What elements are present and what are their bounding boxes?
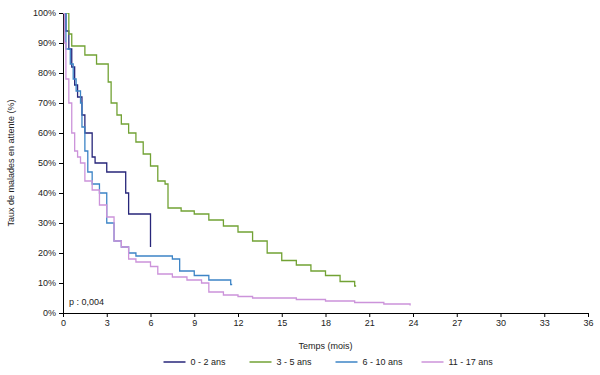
legend-key <box>250 361 272 363</box>
x-tick-label: 33 <box>540 318 550 328</box>
x-tick: 18 <box>321 313 331 328</box>
series-group <box>63 13 410 306</box>
y-tick: 0% <box>43 308 63 318</box>
km-curve <box>63 13 232 285</box>
x-tick-label: 18 <box>321 318 331 328</box>
x-tick-label: 3 <box>105 318 110 328</box>
legend-label: 6 - 10 ans <box>363 357 404 367</box>
x-tick-label: 12 <box>233 318 243 328</box>
y-tick: 30% <box>38 218 63 228</box>
x-tick: 9 <box>192 313 197 328</box>
x-tick-mark <box>501 313 502 317</box>
x-tick-mark <box>457 313 458 317</box>
x-tick: 6 <box>148 313 153 328</box>
y-tick: 20% <box>38 248 63 258</box>
y-tick: 80% <box>38 68 63 78</box>
x-tick-mark <box>238 313 239 317</box>
y-axis-line <box>59 14 64 314</box>
y-tick: 50% <box>38 158 63 168</box>
legend-label: 11 - 17 ans <box>449 357 494 367</box>
y-tick: 100% <box>33 8 63 18</box>
x-tick-mark <box>326 313 327 317</box>
y-tick-label: 40% <box>38 188 56 198</box>
x-tick: 30 <box>496 313 506 328</box>
y-tick-label: 0% <box>43 308 56 318</box>
x-tick-label: 36 <box>583 318 593 328</box>
x-tick-mark <box>107 313 108 317</box>
x-tick-mark <box>544 313 545 317</box>
x-tick-label: 0 <box>61 318 66 328</box>
x-tick-mark <box>282 313 283 317</box>
x-tick-label: 9 <box>192 318 197 328</box>
legend-label: 3 - 5 ans <box>277 357 313 367</box>
y-tick-label: 70% <box>38 98 56 108</box>
km-curve <box>63 13 356 286</box>
y-tick-label: 100% <box>33 8 56 18</box>
x-tick-mark <box>151 313 152 317</box>
x-axis: 0369121518212427303336 <box>61 313 594 328</box>
x-tick-label: 21 <box>365 318 375 328</box>
x-tick-label: 27 <box>452 318 462 328</box>
x-tick-mark <box>369 313 370 317</box>
x-axis-title: Temps (mois) <box>298 341 352 351</box>
y-tick-label: 60% <box>38 128 56 138</box>
y-tick-mark <box>59 223 63 224</box>
y-tick: 40% <box>38 188 63 198</box>
x-tick-label: 24 <box>408 318 418 328</box>
x-tick: 36 <box>583 313 593 328</box>
y-axis-title: Taux de malades en attente (%) <box>6 99 16 226</box>
y-tick-mark <box>59 163 63 164</box>
y-tick-mark <box>59 313 63 314</box>
y-tick-mark <box>59 133 63 134</box>
legend: 0 - 2 ans 3 - 5 ans 6 - 10 ans 11 - 17 ans <box>164 357 494 367</box>
x-tick: 3 <box>105 313 110 328</box>
y-tick-mark <box>59 43 63 44</box>
y-tick-mark <box>59 13 63 14</box>
x-tick: 24 <box>408 313 418 328</box>
y-tick-mark <box>59 253 63 254</box>
y-axis: 0% 10% 20% 30% 40% 50% 60% 70% 80% 90% 100% <box>33 8 64 318</box>
x-tick-mark <box>194 313 195 317</box>
y-tick-mark <box>59 103 63 104</box>
y-tick-label: 10% <box>38 278 56 288</box>
y-tick: 10% <box>38 278 63 288</box>
legend-key <box>164 361 186 363</box>
y-tick-mark <box>59 283 63 284</box>
y-tick-label: 50% <box>38 158 56 168</box>
x-tick-label: 30 <box>496 318 506 328</box>
legend-key <box>336 361 358 363</box>
y-tick: 90% <box>38 38 63 48</box>
x-tick-mark <box>588 313 589 317</box>
chart: 03691215182124273033360%10%20%30%40%50%6… <box>0 0 600 375</box>
plot: 03691215182124273033360%10%20%30%40%50%6… <box>33 8 594 328</box>
y-tick-label: 20% <box>38 248 56 258</box>
y-tick-label: 80% <box>38 68 56 78</box>
x-tick: 15 <box>277 313 287 328</box>
km-curve <box>63 13 410 306</box>
y-tick: 60% <box>38 128 63 138</box>
x-tick: 0 <box>61 313 66 328</box>
y-tick-label: 30% <box>38 218 56 228</box>
legend-key <box>422 361 444 363</box>
x-tick: 33 <box>540 313 550 328</box>
x-tick: 12 <box>233 313 243 328</box>
x-axis-line <box>64 314 589 318</box>
annotation: p : 0,004 <box>69 297 104 307</box>
x-tick-label: 15 <box>277 318 287 328</box>
legend-label: 0 - 2 ans <box>191 357 227 367</box>
x-tick-label: 6 <box>148 318 153 328</box>
x-tick-mark <box>413 313 414 317</box>
y-tick-mark <box>59 193 63 194</box>
y-tick-mark <box>59 73 63 74</box>
x-tick: 21 <box>365 313 375 328</box>
y-tick: 70% <box>38 98 63 108</box>
x-tick: 27 <box>452 313 462 328</box>
y-tick-label: 90% <box>38 38 56 48</box>
